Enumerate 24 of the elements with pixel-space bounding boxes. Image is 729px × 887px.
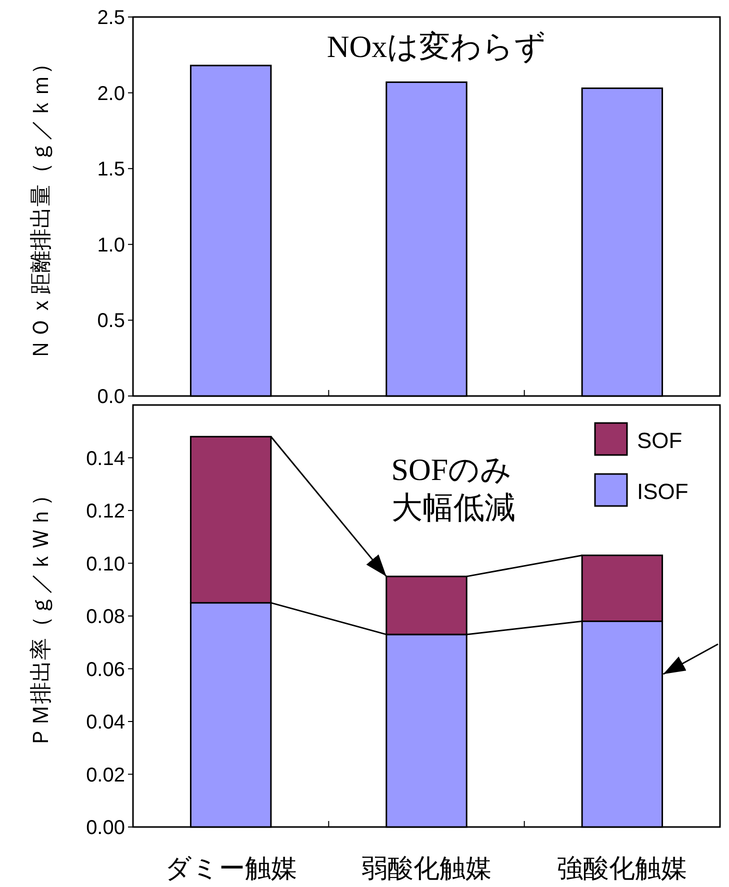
legend-label: ISOF xyxy=(637,479,688,504)
y-tick-label: 0.0 xyxy=(97,386,125,408)
y-tick-label: 0.12 xyxy=(86,500,125,522)
y-tick-label: 2.0 xyxy=(97,82,125,105)
y-axis-title: ＮＯｘ距離排出量（ｇ／ｋｍ） xyxy=(28,52,53,360)
y-axis-title: ＰＭ排出率（ｇ／ｋＷｈ） xyxy=(28,484,53,748)
annotation: NOxは変わらず xyxy=(326,29,546,64)
y-tick-label: 0.00 xyxy=(86,817,125,839)
y-tick-label: 0.14 xyxy=(86,448,125,470)
y-tick-label: 1.5 xyxy=(97,158,125,181)
y-tick-label: 0.5 xyxy=(97,310,125,332)
x-tick-label: 強酸化触媒 xyxy=(557,853,688,883)
x-tick-label: 弱酸化触媒 xyxy=(362,853,492,883)
legend-label: SOF xyxy=(637,428,682,453)
y-tick-label: 2.5 xyxy=(97,7,125,29)
annotation: SOFのみ xyxy=(391,452,512,487)
y-tick-label: 0.10 xyxy=(86,553,125,576)
y-tick-label: 0.06 xyxy=(86,658,125,681)
annotation: 大幅低減 xyxy=(391,490,516,525)
y-tick-label: 0.04 xyxy=(86,712,125,734)
y-tick-label: 0.08 xyxy=(86,606,125,628)
y-tick-label: 1.0 xyxy=(97,234,125,256)
x-tick-label: ダミー触媒 xyxy=(164,853,297,883)
y-tick-label: 0.02 xyxy=(86,764,125,786)
